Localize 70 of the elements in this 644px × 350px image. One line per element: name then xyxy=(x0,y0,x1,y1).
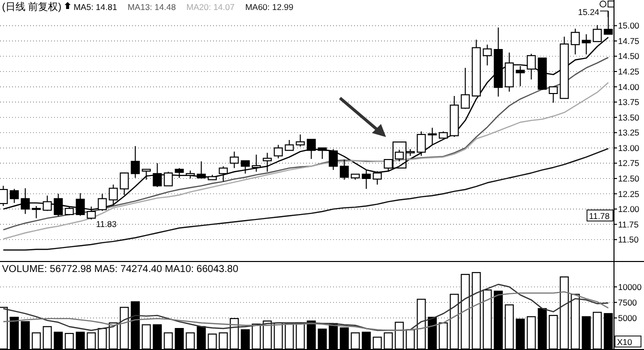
candlestick xyxy=(164,171,173,186)
line-series xyxy=(2,56,609,230)
y-tick-label: 14.25 xyxy=(618,66,640,77)
y-tick-label: 12.00 xyxy=(618,204,640,214)
candlestick xyxy=(230,151,239,169)
candlestick xyxy=(416,130,426,156)
candlestick xyxy=(504,52,514,92)
candlestick xyxy=(274,144,283,159)
candlestick xyxy=(142,168,151,180)
candlestick xyxy=(284,139,294,151)
text: MA60: 12.99 xyxy=(245,2,294,12)
y-tick-label: 14.75 xyxy=(618,36,640,46)
legend-label: MA5: 14.81 xyxy=(74,2,118,12)
y-tick-label: 12.25 xyxy=(618,188,640,199)
candlestick xyxy=(152,162,162,188)
candlestick xyxy=(328,148,338,170)
y-tick-label: 12.75 xyxy=(618,158,640,168)
y-tick-label: 11.50 xyxy=(618,234,639,245)
candlestick xyxy=(108,184,118,206)
candlestick xyxy=(394,149,404,162)
candlestick xyxy=(130,146,140,178)
candlestick xyxy=(384,159,393,172)
candlestick xyxy=(372,170,382,186)
candlestick xyxy=(428,127,437,146)
text: X10 xyxy=(617,337,632,347)
line-series xyxy=(2,148,609,251)
candlestick xyxy=(240,160,250,174)
line-series xyxy=(2,82,609,240)
y-tick-label: 11.75 xyxy=(618,219,639,230)
candlestick xyxy=(340,159,349,180)
y-tick-label: 13.00 xyxy=(618,142,640,153)
y-tick-label: 14.00 xyxy=(618,82,640,92)
y-tick-label: 15.00 xyxy=(618,20,640,31)
candlestick xyxy=(582,34,591,55)
candlestick xyxy=(262,152,272,172)
candlestick xyxy=(548,86,558,104)
annotation: 11.78 xyxy=(589,211,610,221)
candlestick xyxy=(570,28,580,55)
candlestick xyxy=(196,160,206,179)
candlestick xyxy=(362,169,371,190)
text: MA20: 14.07 xyxy=(186,2,235,12)
y-tick-label: 10000 xyxy=(618,282,642,292)
y-tick-label: 14.50 xyxy=(618,51,640,62)
candlestick xyxy=(460,67,470,110)
candlestick xyxy=(296,134,305,148)
y-tick-label: 13.50 xyxy=(618,112,640,122)
candlestick xyxy=(0,185,8,206)
chart-title: VOLUME: 56772.98 MA5: 74274.40 MA10: 66043.80 xyxy=(2,264,239,275)
candlestick xyxy=(120,172,129,196)
y-tick-label: 13.75 xyxy=(618,97,640,108)
candlestick xyxy=(318,147,327,160)
annotation: 11.83 xyxy=(96,219,117,229)
candlestick xyxy=(32,205,41,219)
y-tick-label: 13.25 xyxy=(618,128,640,138)
chart-title: (日线 前复权) xyxy=(2,1,62,13)
text: MA13: 14.48 xyxy=(128,2,176,12)
candlestick xyxy=(10,188,19,204)
y-tick-label: 5000 xyxy=(618,312,638,323)
line-series xyxy=(2,291,609,331)
candlestick xyxy=(218,166,228,182)
candlestick xyxy=(306,138,316,160)
annotation: 15.24 xyxy=(578,7,600,17)
y-tick-label: 7500 xyxy=(618,297,638,308)
line-series xyxy=(2,284,609,331)
candlestick xyxy=(174,168,184,178)
candlestick xyxy=(526,53,536,80)
y-tick-label: 12.50 xyxy=(618,173,640,184)
candlestick xyxy=(516,66,525,87)
candlestick xyxy=(252,154,261,172)
candlestick xyxy=(482,44,492,66)
